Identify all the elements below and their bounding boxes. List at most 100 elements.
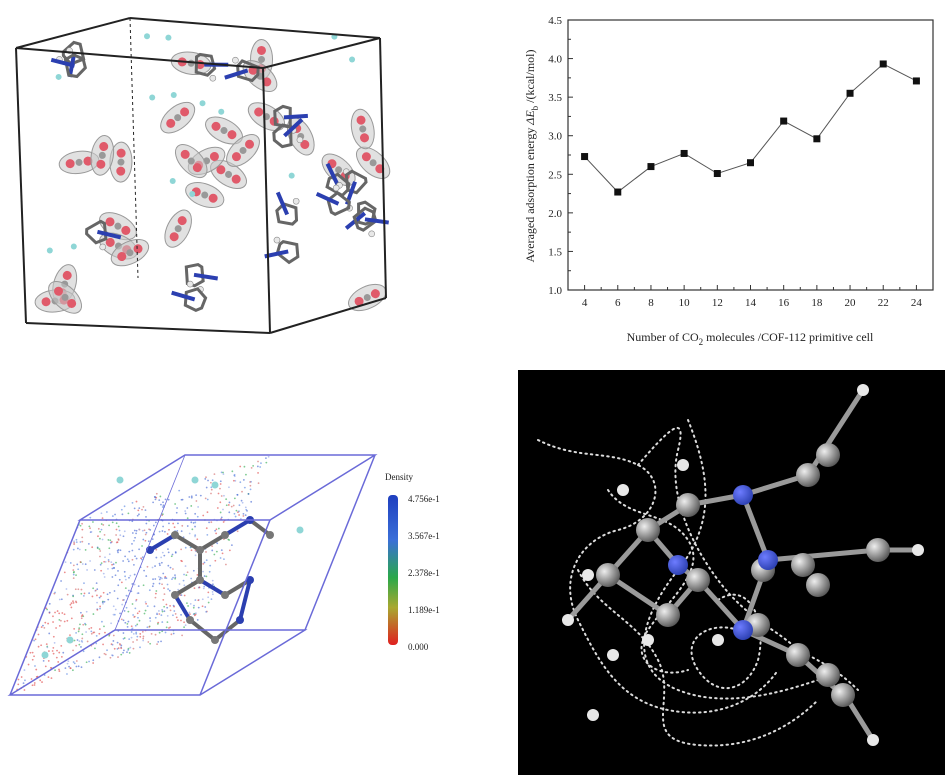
y-tick-label: 3.0 (548, 131, 562, 143)
density-point (117, 550, 119, 552)
density-point (197, 599, 199, 601)
density-point (147, 641, 149, 643)
density-point (115, 534, 117, 536)
density-point (187, 517, 189, 519)
density-point (123, 632, 125, 634)
density-point (117, 648, 119, 650)
density-point (102, 517, 104, 519)
data-point (614, 189, 621, 196)
density-point (155, 549, 157, 551)
density-point (53, 636, 55, 638)
density-point (136, 599, 138, 601)
density-tick: 3.567e-1 (408, 531, 440, 541)
density-point (69, 634, 71, 636)
density-point (145, 534, 147, 536)
density-point (108, 547, 110, 549)
series-line (585, 64, 917, 192)
hydrogen-atom (642, 634, 654, 646)
x-axis-label: Number of CO2 molecules /COF-112 primiti… (627, 330, 874, 347)
density-point (145, 610, 147, 612)
density-point (133, 564, 135, 566)
density-point (159, 579, 161, 581)
density-point (195, 500, 197, 502)
density-point (135, 625, 137, 627)
density-point (77, 588, 79, 590)
density-point (205, 476, 207, 478)
carbon-atom (791, 553, 815, 577)
density-point (208, 602, 210, 604)
density-point (210, 482, 212, 484)
density-point (239, 504, 241, 506)
density-point (88, 592, 90, 594)
density-point (79, 623, 81, 625)
density-point (114, 514, 116, 516)
density-point (48, 676, 50, 678)
density-point (171, 578, 173, 580)
density-point (110, 561, 112, 563)
density-point (113, 563, 115, 565)
hydrogen-atom (582, 569, 594, 581)
density-point (103, 626, 105, 628)
density-point (110, 542, 112, 544)
density-point (138, 585, 140, 587)
density-point (203, 586, 205, 588)
density-point (73, 577, 75, 579)
density-point (194, 526, 196, 528)
density-point (215, 528, 217, 530)
density-point (120, 654, 122, 656)
density-point (194, 587, 196, 589)
density-point (221, 516, 223, 518)
hydrogen-atom (677, 459, 689, 471)
density-point (126, 623, 128, 625)
bond (768, 550, 878, 560)
density-point (114, 590, 116, 592)
density-point (80, 593, 82, 595)
trajectory-figure (518, 370, 945, 775)
density-point (211, 545, 213, 547)
density-point (167, 548, 169, 550)
atom (171, 531, 179, 539)
density-point (111, 576, 113, 578)
density-point (18, 679, 20, 681)
hydrogen-atom (857, 384, 869, 396)
density-point (61, 612, 63, 614)
density-point (58, 652, 60, 654)
density-point (129, 647, 131, 649)
density-point (231, 470, 233, 472)
density-point (156, 493, 158, 495)
density-point (101, 512, 103, 514)
density-tick: 0.000 (408, 642, 429, 652)
density-point (134, 608, 136, 610)
density-tick: 2.378e-1 (408, 568, 440, 578)
density-point (79, 640, 81, 642)
density-point (168, 627, 170, 629)
density-point (85, 549, 87, 551)
density-point (158, 613, 160, 615)
density-point (96, 588, 98, 590)
density-point (95, 590, 97, 592)
density-point (147, 605, 149, 607)
density-point (78, 631, 80, 633)
density-point (105, 561, 107, 563)
density-point (210, 521, 212, 523)
density-point (149, 620, 151, 622)
density-point (82, 614, 84, 616)
density-point (202, 515, 204, 517)
bond (848, 700, 873, 740)
density-point (48, 660, 50, 662)
density-point (52, 650, 54, 652)
density-point (166, 604, 168, 606)
density-point (123, 599, 125, 601)
density-point (28, 664, 30, 666)
density-point (124, 530, 126, 532)
density-point (76, 564, 78, 566)
density-point (251, 467, 253, 469)
atom (218, 109, 224, 115)
density-point (162, 506, 164, 508)
framework-fragment (277, 192, 299, 224)
density-point (179, 583, 181, 585)
density-point (141, 509, 143, 511)
bond (175, 595, 190, 620)
density-point (117, 552, 119, 554)
density-point (52, 621, 54, 623)
